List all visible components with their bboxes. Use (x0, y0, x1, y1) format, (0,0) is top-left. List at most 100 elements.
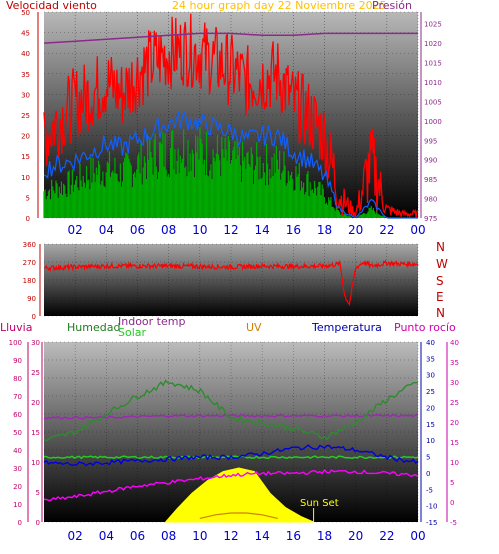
hour-tick-label: 00 (410, 529, 425, 543)
multi-panel-series (43, 379, 419, 523)
multi-panel-axes: 0102030405060708090100051015202530-15-10… (9, 339, 459, 543)
temperature-axis-tick-label: 0 (426, 470, 430, 478)
hour-tick-label: 04 (99, 529, 114, 543)
rain-axis-tick-label: 70 (13, 393, 22, 401)
temperature-axis-tick-label: 10 (426, 437, 435, 445)
uv-line (199, 512, 278, 519)
indoor-temp-line (43, 413, 418, 420)
hour-tick-label: 10 (192, 223, 207, 237)
rain-axis-tick-label: 90 (13, 357, 22, 365)
pressure-label: Presión (372, 0, 412, 12)
wind-axis-tick-label: 0 (26, 215, 30, 223)
wind-axis-tick-label: 25 (21, 112, 30, 120)
dewpoint-axis-tick-label: 10 (450, 459, 459, 467)
pressure-axis-tick-label: 990 (424, 157, 437, 165)
hour-tick-label: 18 (317, 529, 332, 543)
hour-tick-label: 06 (130, 529, 145, 543)
pressure-axis-tick-label: 1010 (424, 79, 442, 87)
humidity-label: Humedad (67, 321, 120, 334)
hour-tick-label: 16 (286, 223, 301, 237)
wind-panel-axes: 0510152025303540455097598098599099510001… (21, 9, 442, 237)
uv-label: UV (246, 321, 262, 334)
hour-tick-label: 06 (130, 223, 145, 237)
direction-axis-tick-label: 360 (23, 241, 36, 249)
humidity-axis-tick-label: 25 (31, 369, 40, 377)
dewpoint-axis-tick-label: -5 (450, 519, 457, 527)
hour-tick-label: 22 (379, 529, 394, 543)
pressure-axis-tick-label: 1015 (424, 60, 442, 68)
wind-axis-tick-label: 40 (21, 50, 30, 58)
wind-axis-tick-label: 45 (21, 30, 30, 38)
wind-speed-label: Velocidad viento (6, 0, 97, 12)
direction-panel-series (43, 259, 419, 307)
humidity-axis-tick-label: 5 (36, 489, 40, 497)
wind-axis-tick-label: 15 (21, 153, 30, 161)
pressure-axis-tick-label: 1005 (424, 98, 442, 106)
temperature-axis-tick-label: 40 (426, 339, 435, 347)
humidity-axis-tick-label: 30 (31, 339, 40, 347)
temperature-axis-tick-label: 35 (426, 355, 435, 363)
temperature-axis-tick-label: 25 (426, 388, 435, 396)
dewpoint-axis-tick-label: 25 (450, 399, 459, 407)
hour-tick-label: 20 (348, 223, 363, 237)
temperature-axis-tick-label: -10 (426, 503, 437, 511)
pressure-axis-tick-label: 975 (424, 215, 437, 223)
hour-tick-label: 18 (317, 223, 332, 237)
rain-axis-tick-label: 80 (13, 375, 22, 383)
hour-tick-label: 10 (192, 529, 207, 543)
rain-axis-tick-label: 60 (13, 411, 22, 419)
humidity-line (43, 379, 419, 442)
humidity-axis-tick-label: 20 (31, 399, 40, 407)
dewpoint-line (43, 468, 419, 502)
hour-tick-label: 14 (255, 223, 270, 237)
humidity-axis-tick-label: 10 (31, 459, 40, 467)
dewpoint-label: Punto rocío (394, 321, 456, 334)
pressure-axis-tick-label: 980 (424, 196, 437, 204)
humidity-axis-tick-label: 0 (36, 519, 40, 527)
temperature-axis-tick-label: 15 (426, 421, 435, 429)
temperature-axis-tick-label: 20 (426, 404, 435, 412)
temperature-axis-tick-label: 30 (426, 372, 435, 380)
direction-axis-tick-label: 270 (23, 259, 36, 267)
solar-radiation-area (164, 467, 314, 523)
wind-axis-tick-label: 30 (21, 91, 30, 99)
dewpoint-axis-tick-label: 30 (450, 379, 459, 387)
hour-tick-label: 16 (286, 529, 301, 543)
wind-axis-tick-label: 20 (21, 133, 30, 141)
wind-axis-tick-label: 35 (21, 71, 30, 79)
dewpoint-axis-tick-label: 15 (450, 439, 459, 447)
hour-tick-label: 22 (379, 223, 394, 237)
hour-tick-label: 00 (410, 223, 425, 237)
direction-panel-grid (44, 243, 419, 317)
hour-tick-label: 02 (68, 223, 83, 237)
hour-tick-label: 08 (161, 529, 176, 543)
rain-axis-tick-label: 100 (9, 339, 22, 347)
dewpoint-axis-tick-label: 35 (450, 359, 459, 367)
direction-axis-tick-label: 0 (32, 313, 36, 321)
rain-label: Lluvia (0, 321, 32, 334)
dewpoint-axis-tick-label: 0 (450, 499, 454, 507)
wind-mean-line (43, 110, 418, 219)
temperature-line (43, 444, 419, 467)
rain-axis-tick-label: 50 (13, 429, 22, 437)
hour-tick-label: 02 (68, 529, 83, 543)
direction-panel-axes: 0 90 180 270 360 (23, 241, 41, 321)
dewpoint-axis-tick-label: 40 (450, 339, 459, 347)
compass-labels: N W S E N (436, 240, 448, 320)
multi-panel-grid (44, 341, 419, 523)
pressure-axis-tick-label: 985 (424, 176, 437, 184)
compass-n-bottom: N (436, 306, 445, 320)
temperature-label: Temperatura (311, 321, 382, 334)
sunset-annotation: Sun Set (300, 498, 339, 509)
wind-axis-tick-label: 5 (26, 194, 30, 202)
temperature-axis-tick-label: -5 (426, 486, 433, 494)
temperature-axis-tick-label: 5 (426, 454, 430, 462)
wind-axis-tick-label: 10 (21, 174, 30, 182)
hour-tick-label: 04 (99, 223, 114, 237)
humidity-axis-tick-label: 15 (31, 429, 40, 437)
wind-direction-line (43, 259, 419, 307)
graph-title: 24 hour graph day 22 Noviembre 2025 (172, 0, 387, 12)
dewpoint-axis-tick-label: 5 (450, 479, 454, 487)
rain-axis-tick-label: 0 (18, 519, 22, 527)
